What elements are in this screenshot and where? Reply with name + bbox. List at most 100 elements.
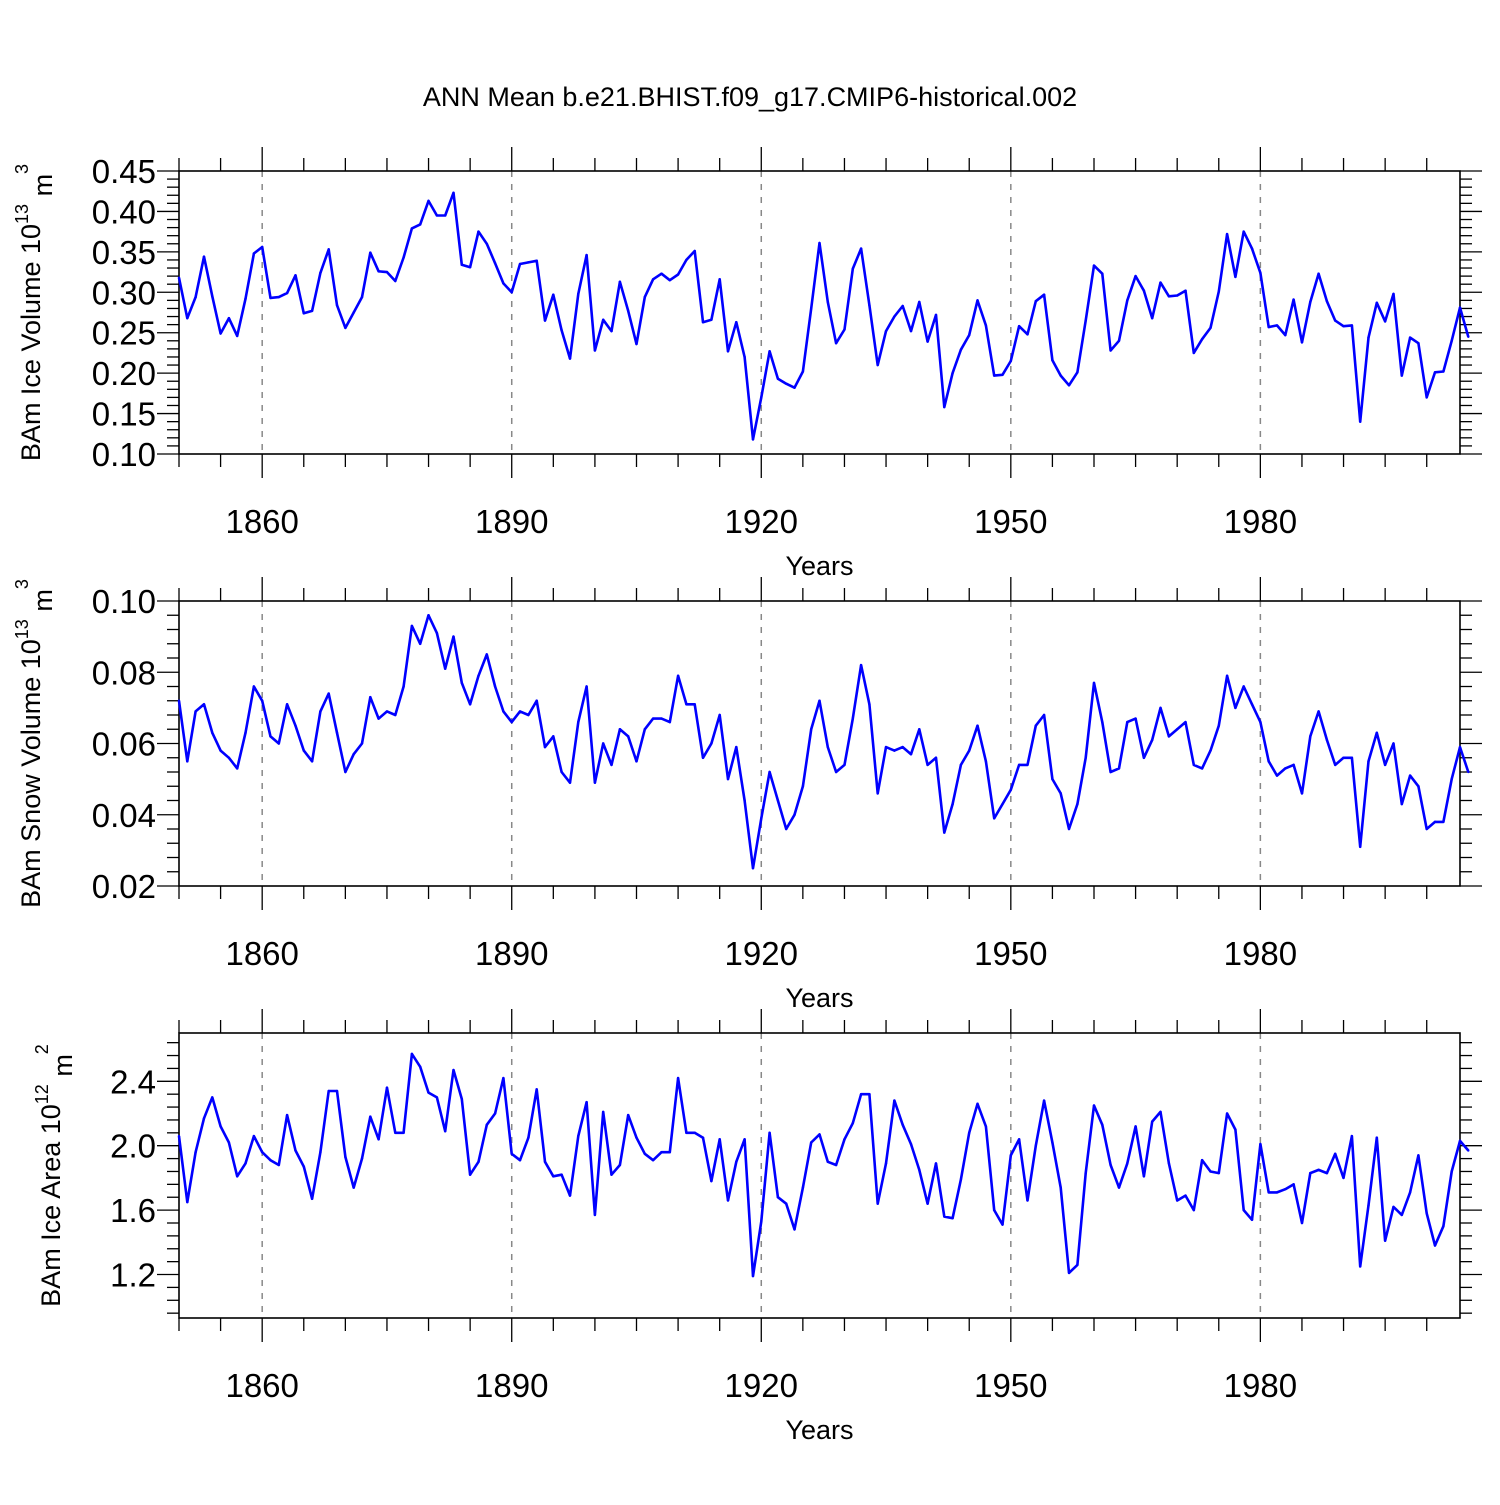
data-point	[943, 405, 946, 409]
data-point	[435, 1096, 439, 1099]
data-point	[859, 663, 863, 667]
data-point	[1084, 319, 1087, 322]
plot-frame	[178, 170, 1461, 455]
data-point	[884, 745, 888, 749]
data-point	[1342, 756, 1345, 759]
data-point	[768, 350, 771, 353]
data-point	[527, 261, 530, 264]
data-point	[909, 329, 913, 333]
data-point	[1367, 336, 1370, 339]
data-point	[1092, 1104, 1096, 1107]
data-point	[793, 386, 796, 389]
data-point	[726, 1199, 730, 1202]
data-point	[1101, 720, 1104, 724]
data-point	[1217, 1171, 1220, 1175]
data-point	[909, 1142, 913, 1146]
data-point	[477, 1160, 480, 1164]
data-point	[410, 1052, 414, 1056]
data-point	[626, 309, 630, 313]
data-point	[1267, 1191, 1270, 1194]
data-point	[809, 1141, 813, 1144]
data-point	[1317, 272, 1320, 275]
data-point	[402, 685, 405, 688]
data-point	[776, 799, 780, 802]
data-point	[443, 667, 447, 670]
data-point	[626, 735, 630, 738]
data-point	[1192, 1208, 1196, 1212]
data-point	[1184, 289, 1187, 292]
data-point	[1458, 306, 1462, 309]
data-point	[527, 1136, 530, 1139]
data-point	[959, 1178, 963, 1181]
data-point	[335, 304, 339, 307]
data-point	[1209, 1170, 1212, 1173]
data-point	[1300, 341, 1304, 344]
data-point	[219, 332, 222, 335]
data-point	[1450, 1170, 1453, 1173]
data-point	[227, 756, 231, 759]
data-point	[344, 326, 347, 330]
data-point	[1200, 337, 1204, 341]
data-point	[760, 396, 763, 399]
data-point	[1267, 325, 1270, 329]
data-point	[1350, 324, 1354, 327]
data-point	[1092, 264, 1096, 267]
data-point	[1034, 299, 1037, 303]
data-point	[177, 1134, 181, 1138]
data-point	[1425, 827, 1428, 831]
data-point	[1076, 371, 1079, 374]
data-point	[1175, 728, 1179, 731]
y-axis-title-part: 3	[12, 579, 32, 589]
data-point	[926, 763, 929, 767]
data-point	[610, 1173, 613, 1176]
y-tick-label: 0.15	[92, 396, 156, 433]
data-point	[826, 300, 830, 304]
data-point	[493, 1112, 497, 1115]
data-point	[310, 309, 314, 313]
x-tick-label: 1890	[475, 1367, 548, 1404]
data-point	[668, 278, 671, 282]
data-point	[1242, 1208, 1245, 1212]
data-point	[710, 318, 713, 321]
data-point	[260, 245, 264, 249]
data-point	[735, 1160, 738, 1164]
data-point	[801, 1186, 805, 1189]
y-axis-title-part: 13	[12, 619, 32, 639]
data-point	[685, 1131, 688, 1135]
data-point	[1117, 1186, 1121, 1189]
data-point	[943, 1215, 946, 1218]
data-point	[710, 742, 713, 745]
data-point	[552, 735, 555, 738]
data-point	[884, 1162, 888, 1165]
data-point	[726, 777, 730, 781]
data-point	[1367, 760, 1370, 763]
y-tick-label: 0.40	[92, 193, 156, 230]
data-point	[1284, 1187, 1287, 1191]
data-point	[785, 1202, 788, 1205]
data-point	[1034, 1144, 1037, 1147]
series-line	[177, 191, 1470, 441]
y-tick-label: 2.0	[110, 1128, 156, 1165]
data-point	[1151, 316, 1154, 320]
data-point	[1309, 300, 1312, 304]
data-point	[419, 1065, 422, 1069]
data-point	[1383, 320, 1387, 323]
data-point	[934, 756, 938, 759]
data-point	[277, 742, 281, 745]
y-tick-label: 1.2	[110, 1257, 156, 1294]
data-point	[893, 749, 896, 752]
data-point	[1442, 820, 1445, 824]
data-point	[468, 703, 472, 706]
data-point	[377, 717, 380, 720]
plot-frame	[178, 600, 1461, 887]
x-tick-label: 1890	[475, 503, 548, 540]
data-point	[701, 321, 705, 324]
data-point	[826, 1160, 830, 1164]
data-point	[186, 316, 189, 320]
data-point	[1375, 1136, 1379, 1139]
y-tick-label: 0.08	[92, 654, 156, 691]
data-point	[1292, 763, 1295, 767]
data-point	[1051, 1141, 1054, 1144]
data-point	[1009, 788, 1013, 792]
data-point	[1134, 1125, 1137, 1128]
